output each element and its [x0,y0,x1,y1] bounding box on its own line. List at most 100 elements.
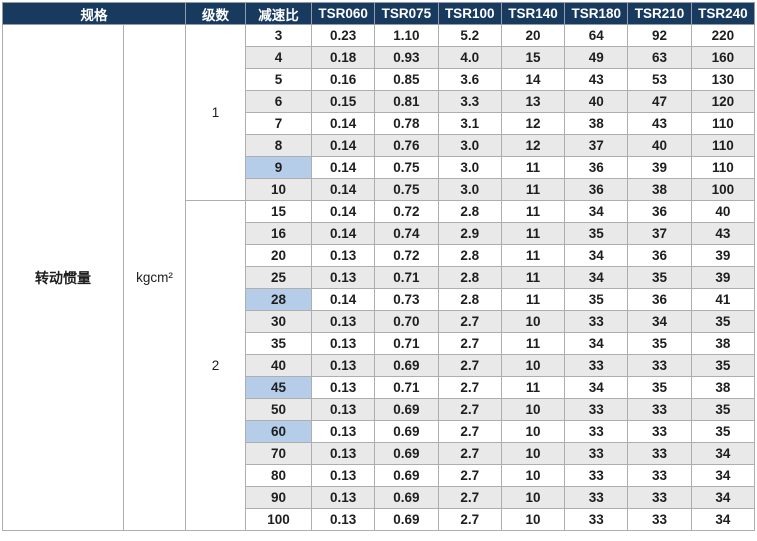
ratio-cell: 60 [245,420,312,443]
value-cell-tsr140: 11 [500,200,566,223]
value-cell-tsr210: 36 [627,244,692,267]
ratio-cell: 5 [245,68,312,91]
value-cell-tsr100: 3.3 [437,90,502,113]
table-row: 40 0.13 0.69 2.7 10 33 33 35 [3,354,756,377]
value-cell-tsr210: 37 [627,222,692,245]
value-cell-tsr180: 49 [564,46,629,69]
value-cell-tsr140: 11 [500,244,566,267]
table-row: 转动惯量 kgcm² 1 3 0.23 1.10 5.2 20 64 92 220 [2,24,756,531]
ratio-cell: 35 [245,332,312,355]
value-cell-tsr240: 39 [690,266,756,289]
value-cell-tsr240: 35 [690,420,756,443]
value-cell-tsr180: 43 [564,68,629,91]
value-cell-tsr210: 92 [627,24,692,47]
value-cell-tsr140: 15 [500,46,566,69]
value-cell-tsr100: 2.8 [437,266,502,289]
value-cell-tsr060: 0.15 [310,90,376,113]
ratio-cell: 16 [245,222,312,245]
spec-table-body: 转动惯量 kgcm² 1 3 0.23 1.10 5.2 20 64 92 220 4 0.18 0.93… [2,24,756,531]
value-cell-tsr100: 5.2 [437,24,502,47]
value-cell-tsr075: 0.69 [374,398,439,421]
value-cell-tsr240: 34 [690,508,756,531]
ratio-cell: 9 [245,156,312,179]
value-cell-tsr075: 0.75 [374,156,439,179]
value-cell-tsr180: 33 [564,398,629,421]
value-cell-tsr210: 63 [627,46,692,69]
header-model-tsr100: TSR100 [437,2,502,25]
value-cell-tsr180: 35 [564,288,629,311]
value-cell-tsr210: 33 [627,398,692,421]
value-cell-tsr060: 0.14 [310,112,376,135]
table-row: 50 0.13 0.69 2.7 10 33 33 35 [3,398,756,421]
value-cell-tsr100: 2.7 [437,464,502,487]
value-cell-tsr210: 35 [627,332,692,355]
value-cell-tsr140: 11 [500,288,566,311]
value-cell-tsr100: 2.7 [437,398,502,421]
value-cell-tsr100: 2.7 [437,354,502,377]
ratio-cell: 80 [245,464,312,487]
table-row: 2 15 0.14 0.72 2.8 11 34 36 40 [3,200,756,531]
value-cell-tsr240: 41 [690,288,756,311]
table-row: 45 0.13 0.71 2.7 11 34 35 38 [3,376,756,399]
value-cell-tsr140: 12 [500,134,566,157]
value-cell-tsr060: 0.13 [310,266,376,289]
value-cell-tsr060: 0.13 [310,310,376,333]
value-cell-tsr075: 0.78 [374,112,439,135]
value-cell-tsr075: 0.71 [374,266,439,289]
value-cell-tsr210: 38 [627,178,692,201]
stage-number-cell: 2 [185,200,246,531]
value-cell-tsr180: 40 [564,90,629,113]
value-cell-tsr140: 11 [500,156,566,179]
value-cell-tsr100: 2.7 [437,508,502,531]
value-cell-tsr140: 13 [500,90,566,113]
inertia-spec-table: 规格 级数 减速比 TSR060 TSR075 TSR100 TSR140 TS… [2,2,756,531]
header-stage-label: 级数 [185,2,246,25]
value-cell-tsr140: 10 [500,464,566,487]
value-cell-tsr180: 34 [564,200,629,223]
ratio-cell: 30 [245,310,312,333]
ratio-cell: 4 [245,46,312,69]
value-cell-tsr060: 0.13 [310,464,376,487]
value-cell-tsr100: 2.7 [437,332,502,355]
value-cell-tsr240: 34 [690,442,756,465]
table-row: 80 0.13 0.69 2.7 10 33 33 34 [3,464,756,487]
value-cell-tsr210: 33 [627,464,692,487]
table-row: 8 0.14 0.76 3.0 12 37 40 110 [3,134,756,157]
value-cell-tsr210: 35 [627,266,692,289]
value-cell-tsr140: 10 [500,420,566,443]
value-cell-tsr060: 0.23 [310,24,376,47]
value-cell-tsr180: 36 [564,178,629,201]
value-cell-tsr100: 3.0 [437,156,502,179]
value-cell-tsr100: 2.7 [437,420,502,443]
value-cell-tsr140: 10 [500,442,566,465]
value-cell-tsr140: 11 [500,178,566,201]
value-cell-tsr140: 14 [500,68,566,91]
value-cell-tsr180: 36 [564,156,629,179]
value-cell-tsr060: 0.13 [310,244,376,267]
value-cell-tsr180: 33 [564,464,629,487]
value-cell-tsr180: 34 [564,244,629,267]
value-cell-tsr180: 33 [564,508,629,531]
value-cell-tsr210: 53 [627,68,692,91]
value-cell-tsr240: 35 [690,398,756,421]
value-cell-tsr140: 10 [500,354,566,377]
value-cell-tsr075: 0.69 [374,354,439,377]
value-cell-tsr210: 34 [627,310,692,333]
value-cell-tsr180: 33 [564,486,629,509]
header-row: 规格 级数 减速比 TSR060 TSR075 TSR100 TSR140 TS… [2,2,756,25]
value-cell-tsr240: 35 [690,310,756,333]
ratio-cell: 50 [245,398,312,421]
value-cell-tsr075: 0.85 [374,68,439,91]
value-cell-tsr140: 11 [500,222,566,245]
value-cell-tsr060: 0.14 [310,200,376,223]
value-cell-tsr210: 40 [627,134,692,157]
header-ratio-label: 减速比 [245,2,312,25]
value-cell-tsr140: 12 [500,112,566,135]
value-cell-tsr180: 34 [564,332,629,355]
value-cell-tsr060: 0.14 [310,156,376,179]
value-cell-tsr240: 120 [690,90,756,113]
table-row: 30 0.13 0.70 2.7 10 33 34 35 [3,310,756,333]
ratio-cell: 28 [245,288,312,311]
value-cell-tsr060: 0.13 [310,420,376,443]
value-cell-tsr060: 0.14 [310,288,376,311]
